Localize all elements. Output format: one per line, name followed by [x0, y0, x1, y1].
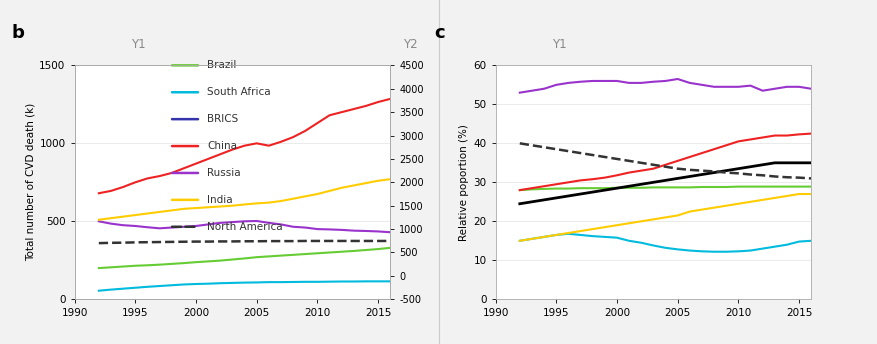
Text: Y1: Y1	[553, 38, 567, 51]
Text: Brazil: Brazil	[207, 60, 237, 71]
Text: Russia: Russia	[207, 168, 241, 178]
Text: China: China	[207, 141, 237, 151]
Text: North America: North America	[207, 222, 282, 232]
Y-axis label: Relative poportion (%): Relative poportion (%)	[460, 124, 469, 241]
Text: India: India	[207, 195, 232, 205]
Text: Y2: Y2	[403, 38, 417, 51]
Text: c: c	[434, 24, 445, 42]
Text: Y1: Y1	[132, 38, 146, 51]
Text: BRICS: BRICS	[207, 114, 239, 124]
Text: South Africa: South Africa	[207, 87, 271, 97]
Y-axis label: Total number of CVD death (k): Total number of CVD death (k)	[25, 103, 35, 261]
Text: b: b	[11, 24, 25, 42]
